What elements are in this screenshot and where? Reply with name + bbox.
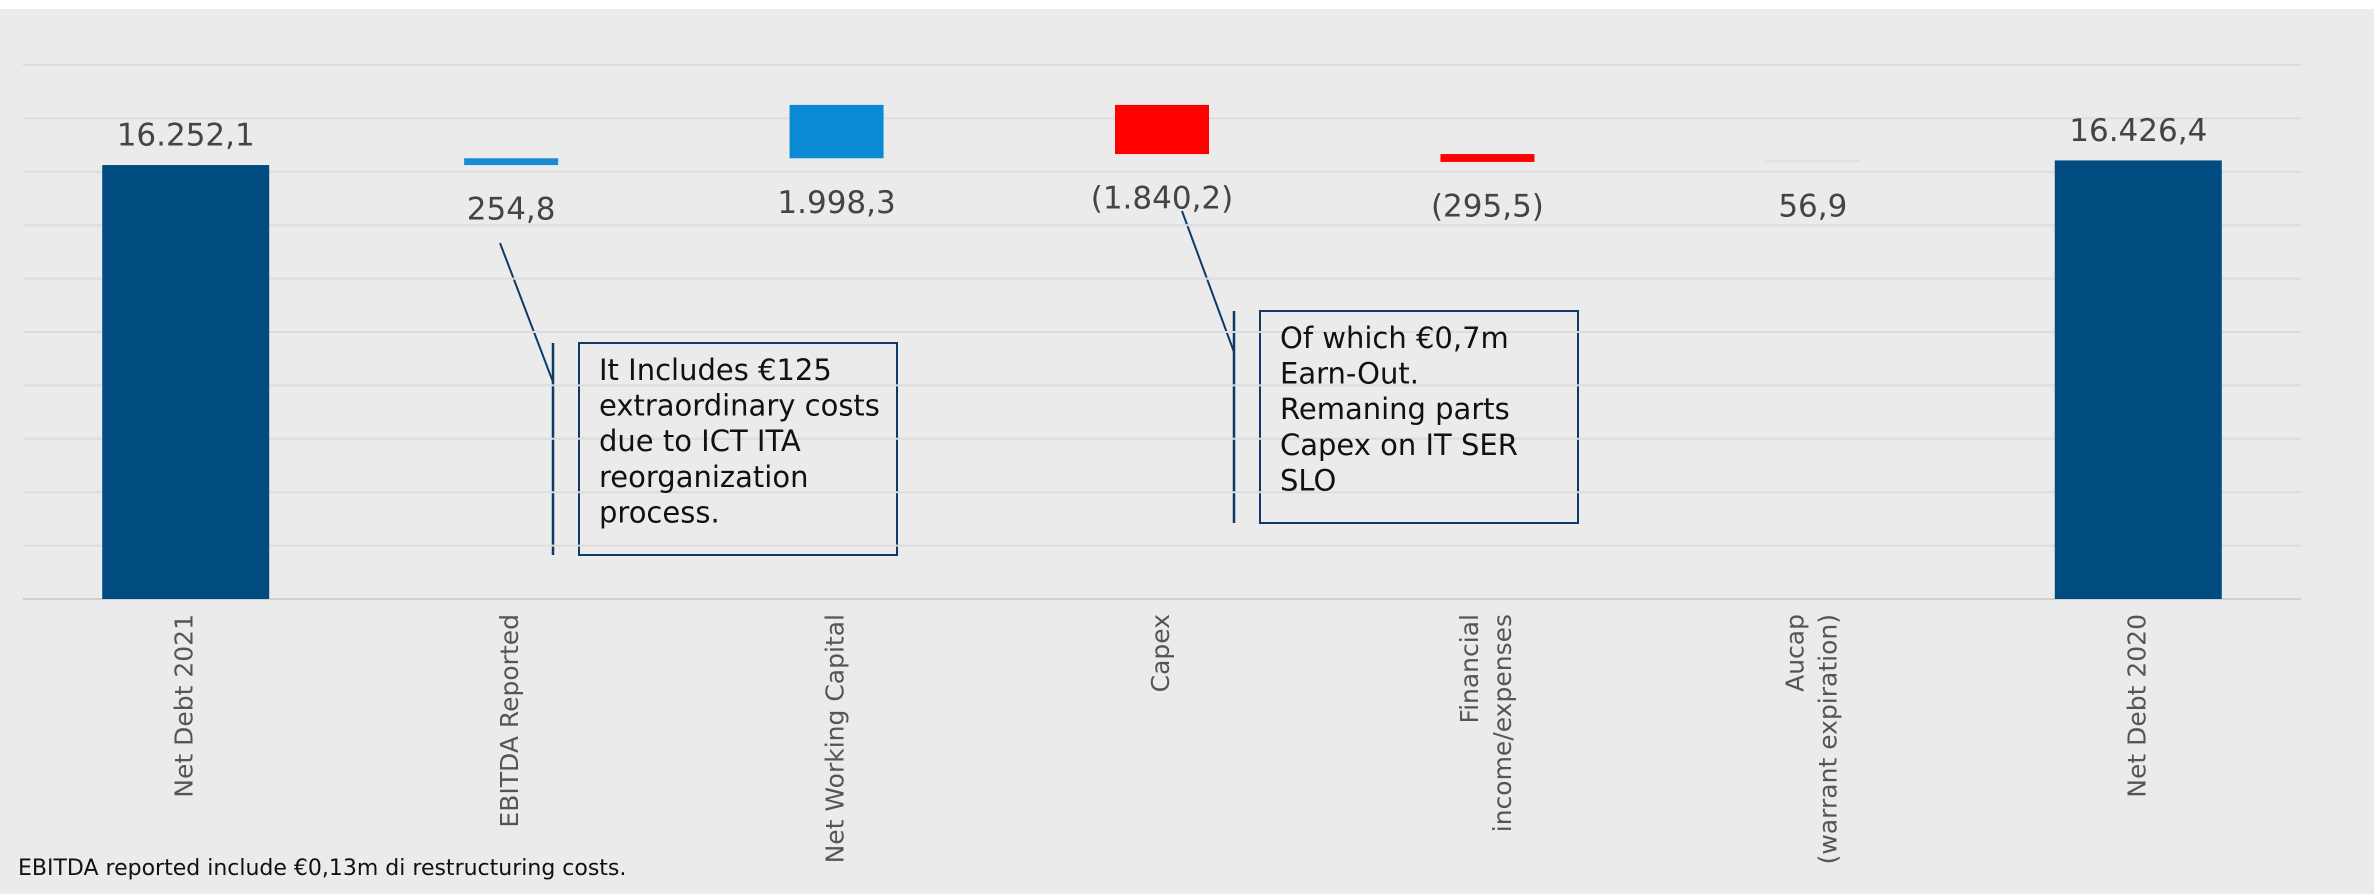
- x-tick-label: Net Working Capital: [821, 614, 850, 863]
- bar: [1765, 160, 1860, 162]
- annotation-text: It Includes €125: [599, 353, 832, 387]
- bar: [789, 104, 884, 159]
- bar: [464, 158, 559, 166]
- annotation-text: due to ICT ITA: [599, 424, 801, 458]
- value-label: (295,5): [1431, 188, 1544, 224]
- x-tick-label: EBITDA Reported: [495, 614, 524, 828]
- x-tick-label: Net Debt 2020: [2122, 614, 2151, 798]
- annotation-box: [578, 342, 898, 556]
- x-tick-label: Capex: [1146, 614, 1175, 692]
- value-label: 16.426,4: [2069, 113, 2207, 149]
- annotation-text: Earn-Out.: [1280, 357, 1419, 391]
- bar: [1440, 154, 1535, 162]
- value-label: 1.998,3: [777, 185, 895, 221]
- value-label: (1.840,2): [1091, 181, 1234, 217]
- value-label: 254,8: [467, 192, 556, 228]
- annotation-box: [1259, 310, 1579, 524]
- bar: [102, 165, 270, 600]
- annotation-text: Of which €0,7m: [1280, 321, 1509, 355]
- value-label: 56,9: [1778, 188, 1847, 224]
- bar: [1115, 104, 1209, 155]
- x-tick-label: Aucap (warrant expiration): [1780, 614, 1842, 864]
- annotation-text: SLO: [1280, 463, 1336, 497]
- annotation-text: Remaning parts: [1280, 392, 1510, 426]
- value-label: 16.252,1: [117, 118, 255, 154]
- annotation-text: extraordinary costs: [599, 389, 880, 423]
- footnote: EBITDA reported include €0,13m di restru…: [18, 856, 626, 881]
- background: [0, 9, 2374, 894]
- x-tick-label: Net Debt 2021: [170, 614, 199, 798]
- x-tick-label: Financial income/expenses: [1455, 614, 1517, 832]
- connector: [499, 242, 554, 383]
- annotation-text: reorganization: [599, 460, 808, 494]
- bar: [2054, 160, 2222, 600]
- annotation-text: Capex on IT SER: [1280, 428, 1518, 462]
- annotation-text: process.: [599, 495, 720, 529]
- connector: [1181, 210, 1235, 353]
